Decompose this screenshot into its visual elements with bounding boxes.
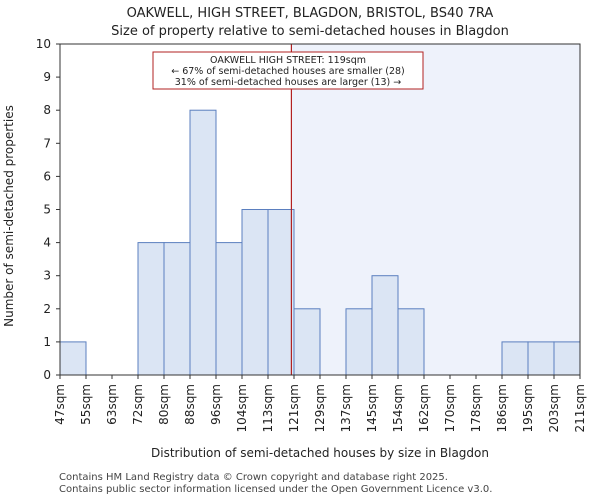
annotation-line3: 31% of semi-detached houses are larger (…: [175, 77, 402, 88]
y-axis-label: Number of semi-detached properties: [2, 105, 16, 327]
bar-145sqm: [371, 275, 399, 376]
x-tick-label: 145sqm: [365, 384, 379, 432]
bar-113sqm: [267, 209, 295, 376]
x-tick-label: 96sqm: [209, 384, 223, 425]
x-tick-label: 72sqm: [131, 384, 145, 425]
y-tick-label: 7: [43, 136, 51, 150]
annotation-line1: OAKWELL HIGH STREET: 119sqm: [210, 55, 366, 66]
x-tick-label: 154sqm: [391, 384, 405, 432]
x-tick-label: 63sqm: [105, 384, 119, 425]
x-tick-label: 88sqm: [183, 384, 197, 425]
bar-96sqm: [215, 242, 243, 376]
x-tick-label: 203sqm: [547, 384, 561, 432]
bar-195sqm: [527, 341, 555, 376]
bar-154sqm: [397, 308, 425, 376]
y-tick-label: 9: [43, 70, 51, 84]
annotation-frame: [152, 51, 424, 90]
bar-88sqm: [189, 109, 217, 376]
y-tick-label: 0: [43, 368, 51, 382]
footer-line2: Contains public sector information licen…: [59, 484, 493, 495]
x-tick-label: 170sqm: [443, 384, 457, 432]
x-axis-label: Distribution of semi-detached houses by …: [151, 446, 489, 460]
x-tick-label: 186sqm: [495, 384, 509, 432]
chart-title-line2: Size of property relative to semi-detach…: [111, 24, 509, 39]
x-tick-label: 162sqm: [417, 384, 431, 432]
bar-121sqm: [293, 308, 321, 376]
y-tick-label: 2: [43, 302, 51, 316]
y-tick-label: 6: [43, 169, 51, 183]
x-tick-label: 195sqm: [521, 384, 535, 432]
x-tick-label: 113sqm: [261, 384, 275, 432]
bar-104sqm: [241, 209, 269, 376]
larger-properties-region: [291, 44, 580, 375]
x-tick-label: 178sqm: [469, 384, 483, 432]
annotation-box: OAKWELL HIGH STREET: 119sqm ← 67% of sem…: [152, 51, 424, 90]
x-tick-label: 121sqm: [287, 384, 301, 432]
footer-line1: Contains HM Land Registry data © Crown c…: [59, 472, 448, 483]
y-axis: 0 1 2 3 4 5 6 7 8 9 10: [36, 37, 60, 382]
y-tick-label: 5: [43, 203, 51, 217]
chart-title-line1: OAKWELL, HIGH STREET, BLAGDON, BRISTOL, …: [127, 6, 494, 21]
x-tick-label: 55sqm: [79, 384, 93, 425]
bar-203sqm: [553, 341, 581, 376]
bars-group: [59, 109, 581, 376]
bar-72sqm: [137, 242, 165, 376]
bar-186sqm: [501, 341, 529, 376]
y-tick-label: 1: [43, 335, 51, 349]
bar-137sqm: [345, 308, 373, 376]
bar-80sqm: [163, 242, 191, 376]
x-tick-label: 47sqm: [53, 384, 67, 425]
x-axis: 47sqm 55sqm 63sqm 72sqm 80sqm 88sqm 96sqm 104sq…: [53, 375, 587, 432]
y-tick-label: 3: [43, 269, 51, 283]
x-tick-label: 104sqm: [235, 384, 249, 432]
x-tick-label: 129sqm: [313, 384, 327, 432]
bar-47sqm: [59, 341, 87, 376]
x-tick-label: 211sqm: [573, 384, 587, 432]
x-tick-label: 137sqm: [339, 384, 353, 432]
y-tick-label: 4: [43, 236, 51, 250]
annotation-line2: ← 67% of semi-detached houses are smalle…: [171, 66, 405, 77]
y-tick-label: 8: [43, 103, 51, 117]
x-tick-label: 80sqm: [157, 384, 171, 425]
y-tick-label: 10: [36, 37, 51, 51]
